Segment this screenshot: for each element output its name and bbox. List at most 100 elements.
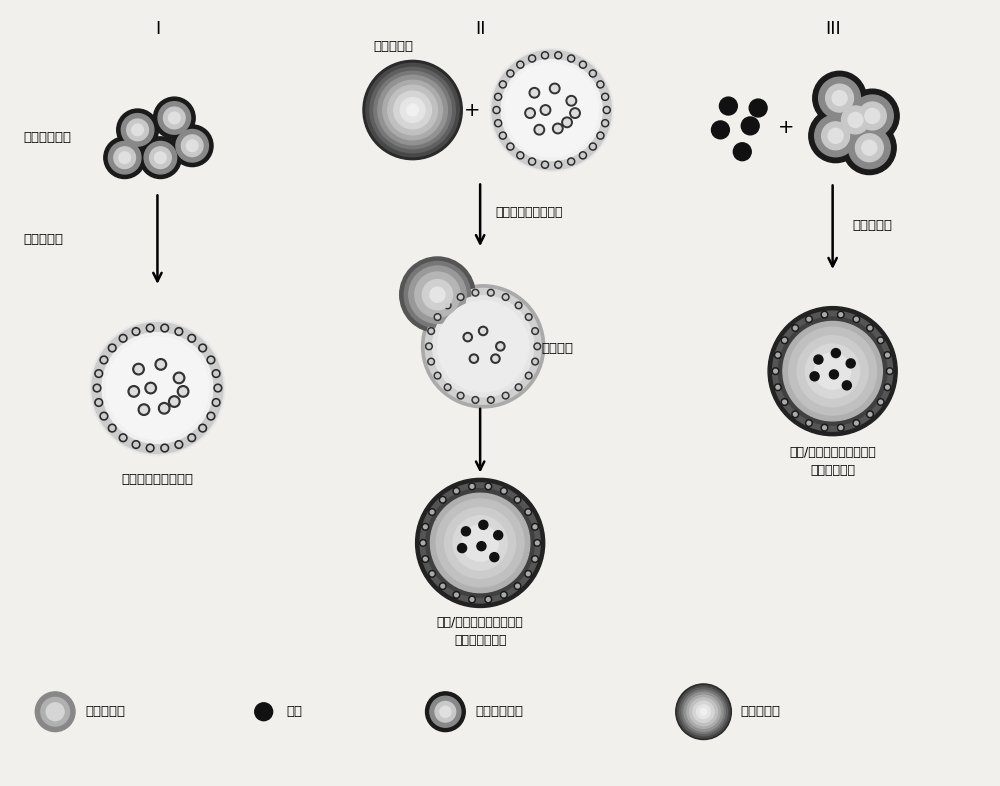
Circle shape — [214, 384, 222, 392]
Circle shape — [436, 499, 524, 587]
Circle shape — [378, 75, 447, 145]
Circle shape — [490, 553, 499, 562]
Circle shape — [147, 384, 154, 391]
Circle shape — [855, 318, 858, 321]
Circle shape — [422, 280, 453, 310]
Circle shape — [879, 400, 883, 404]
Circle shape — [792, 325, 799, 332]
Text: 药物脂质体: 药物脂质体 — [740, 705, 780, 718]
Circle shape — [778, 317, 887, 425]
Circle shape — [815, 115, 857, 156]
Circle shape — [843, 121, 896, 174]
Circle shape — [815, 353, 851, 389]
Circle shape — [216, 386, 220, 391]
Circle shape — [879, 339, 883, 342]
Circle shape — [568, 97, 575, 104]
Circle shape — [793, 413, 797, 416]
Circle shape — [95, 399, 103, 406]
Circle shape — [829, 93, 882, 147]
Circle shape — [140, 137, 181, 178]
Text: 药物: 药物 — [287, 705, 303, 718]
Circle shape — [177, 329, 181, 334]
Circle shape — [155, 152, 166, 163]
Circle shape — [439, 582, 446, 590]
Circle shape — [199, 344, 207, 352]
Circle shape — [481, 329, 486, 333]
Circle shape — [132, 124, 143, 136]
Circle shape — [693, 701, 714, 722]
Circle shape — [441, 584, 445, 588]
Circle shape — [422, 285, 545, 408]
Circle shape — [153, 97, 195, 139]
Circle shape — [677, 685, 730, 738]
Circle shape — [555, 161, 562, 168]
Circle shape — [430, 494, 530, 593]
Circle shape — [495, 119, 502, 127]
Text: 药物/金纳米结合物脂质体
（物理混合法）: 药物/金纳米结合物脂质体 （物理混合法） — [437, 615, 524, 647]
Circle shape — [470, 597, 474, 601]
Circle shape — [501, 134, 505, 138]
Circle shape — [541, 52, 549, 59]
Circle shape — [851, 95, 893, 137]
Circle shape — [150, 147, 171, 168]
Circle shape — [407, 104, 419, 116]
Circle shape — [687, 695, 720, 729]
Circle shape — [806, 420, 812, 427]
Text: +: + — [778, 119, 794, 138]
Circle shape — [157, 361, 164, 368]
Circle shape — [516, 498, 519, 501]
Circle shape — [370, 68, 455, 152]
Circle shape — [597, 132, 604, 139]
Circle shape — [853, 420, 860, 427]
Circle shape — [846, 359, 855, 368]
Circle shape — [831, 348, 840, 358]
Circle shape — [128, 386, 140, 397]
Circle shape — [598, 134, 602, 138]
Circle shape — [877, 337, 884, 343]
Circle shape — [426, 692, 465, 732]
Circle shape — [877, 399, 884, 406]
Circle shape — [532, 556, 538, 562]
Circle shape — [409, 266, 466, 323]
Circle shape — [35, 692, 75, 732]
Circle shape — [527, 374, 531, 377]
Circle shape — [855, 421, 858, 425]
Circle shape — [161, 405, 168, 412]
Circle shape — [502, 489, 506, 493]
Circle shape — [556, 163, 560, 167]
Circle shape — [489, 291, 493, 295]
Circle shape — [108, 141, 141, 174]
Text: 金纳米粒子: 金纳米粒子 — [85, 705, 125, 718]
Circle shape — [823, 313, 826, 317]
Circle shape — [100, 412, 108, 420]
Circle shape — [502, 294, 509, 300]
Circle shape — [495, 94, 502, 101]
Circle shape — [858, 102, 886, 130]
Circle shape — [518, 63, 522, 67]
Circle shape — [457, 392, 464, 399]
Circle shape — [177, 443, 181, 446]
Circle shape — [839, 426, 843, 429]
Circle shape — [119, 152, 131, 163]
Circle shape — [140, 406, 147, 413]
Circle shape — [682, 690, 725, 733]
Circle shape — [121, 435, 125, 440]
Circle shape — [485, 483, 492, 490]
Circle shape — [535, 541, 539, 545]
Circle shape — [132, 328, 140, 336]
Circle shape — [104, 137, 146, 178]
Circle shape — [555, 52, 562, 59]
Circle shape — [826, 84, 854, 112]
Circle shape — [494, 531, 503, 540]
Text: 药物脂质体: 药物脂质体 — [373, 40, 413, 53]
Circle shape — [806, 316, 812, 322]
Circle shape — [569, 57, 573, 61]
Circle shape — [434, 314, 441, 321]
Circle shape — [188, 434, 196, 442]
Circle shape — [733, 143, 751, 160]
Circle shape — [489, 398, 493, 402]
Circle shape — [199, 424, 207, 432]
Circle shape — [819, 77, 860, 119]
Circle shape — [189, 435, 194, 440]
Circle shape — [772, 368, 779, 374]
